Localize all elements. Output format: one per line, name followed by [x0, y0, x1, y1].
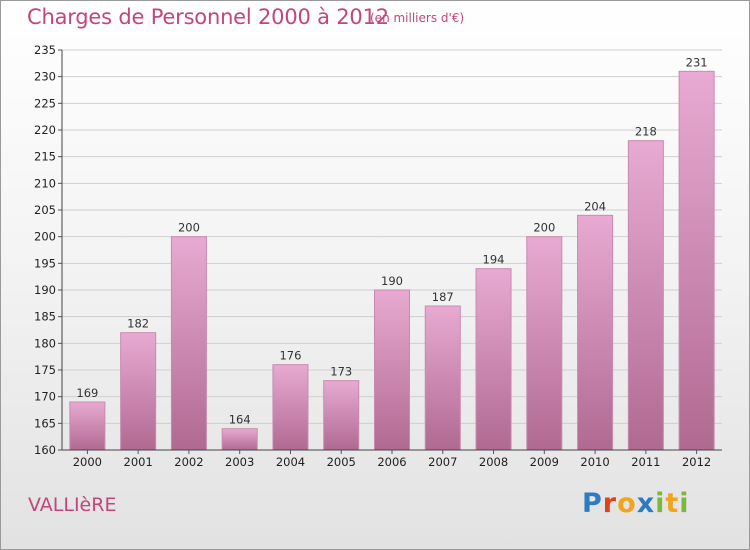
y-tick-label: 190 [34, 283, 56, 297]
value-label-2010: 204 [584, 199, 606, 213]
bar-2012[interactable] [678, 70, 715, 451]
y-tick-label: 160 [34, 443, 56, 457]
value-label-2012: 231 [686, 55, 708, 69]
chart-subtitle: (en milliers d'€) [370, 11, 465, 25]
y-tick-label: 195 [34, 256, 56, 270]
y-tick-label: 225 [34, 96, 56, 110]
x-tick-label-2010: 2010 [580, 455, 609, 469]
proxiti-logo[interactable]: Proxiti [582, 488, 690, 519]
x-tick-label-2011: 2011 [631, 455, 660, 469]
bar-2000[interactable] [69, 401, 106, 451]
value-label-2005: 173 [330, 365, 352, 379]
bar-2002[interactable] [170, 236, 207, 451]
y-tick-label: 170 [34, 390, 56, 404]
logo-letter: r [602, 488, 618, 519]
logo-letter: o [617, 488, 637, 519]
y-tick-label: 230 [34, 70, 56, 84]
bar-2008[interactable] [475, 268, 512, 451]
bar-2001[interactable] [120, 332, 157, 451]
x-tick-label-2004: 2004 [276, 455, 305, 469]
logo-letter: P [582, 488, 603, 519]
chart-title: Charges de Personnel 2000 à 2012 [27, 5, 389, 29]
x-tick-label-2009: 2009 [530, 455, 559, 469]
value-label-2002: 200 [178, 221, 200, 235]
y-tick-label: 215 [34, 150, 56, 164]
logo-letter: i [679, 488, 690, 519]
x-tick-label-2012: 2012 [682, 455, 711, 469]
y-tick-label: 175 [34, 363, 56, 377]
x-tick-label-2008: 2008 [479, 455, 508, 469]
value-label-2007: 187 [432, 290, 454, 304]
bar-2003[interactable] [221, 428, 258, 451]
y-tick-label: 180 [34, 336, 56, 350]
bar-2004[interactable] [272, 364, 309, 451]
value-label-2011: 218 [635, 125, 657, 139]
value-label-2008: 194 [483, 253, 505, 267]
value-label-2006: 190 [381, 274, 403, 288]
bar-2011[interactable] [627, 140, 664, 451]
y-tick-label: 210 [34, 176, 56, 190]
y-tick-label: 200 [34, 230, 56, 244]
logo-letter: t [665, 488, 680, 519]
y-tick-label: 220 [34, 123, 56, 137]
y-tick-label: 165 [34, 416, 56, 430]
value-label-2009: 200 [533, 221, 555, 235]
bar-2005[interactable] [323, 380, 360, 451]
y-tick-label: 205 [34, 203, 56, 217]
value-label-2001: 182 [127, 317, 149, 331]
value-label-2003: 164 [229, 413, 251, 427]
x-tick-label-2005: 2005 [327, 455, 356, 469]
commune-name: VALLIèRE [28, 494, 117, 516]
x-tick-label-2003: 2003 [225, 455, 254, 469]
bar-2006[interactable] [373, 289, 411, 451]
y-tick-label: 185 [34, 310, 56, 324]
x-tick-label-2000: 2000 [73, 455, 102, 469]
logo-letter: i [655, 488, 666, 519]
logo-letter: x [636, 488, 656, 519]
x-tick-label-2001: 2001 [124, 455, 153, 469]
value-label-2000: 169 [76, 386, 98, 400]
value-label-2004: 176 [279, 349, 301, 363]
y-tick-label: 235 [34, 43, 56, 57]
x-tick-label-2007: 2007 [428, 455, 457, 469]
x-tick-label-2006: 2006 [377, 455, 406, 469]
x-tick-label-2002: 2002 [174, 455, 203, 469]
bar-2010[interactable] [577, 214, 614, 451]
bar-2009[interactable] [526, 236, 563, 451]
bar-2007[interactable] [424, 305, 461, 451]
